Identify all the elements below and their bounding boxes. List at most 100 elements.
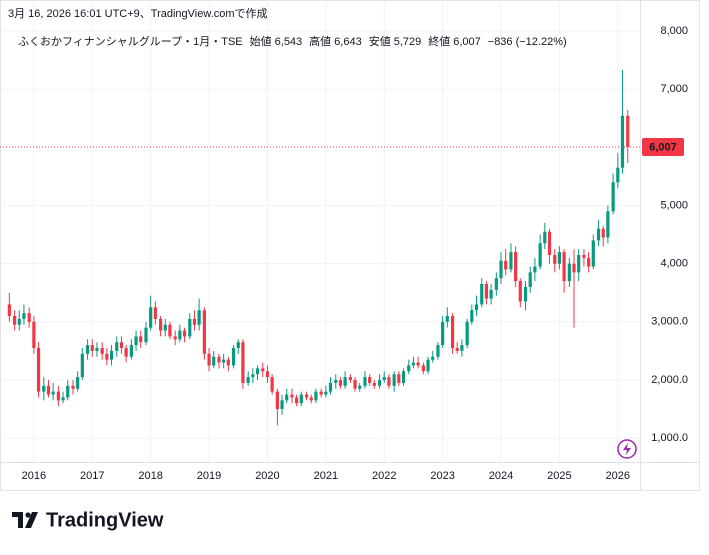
- candle-body: [587, 257, 591, 267]
- candle-body: [255, 368, 260, 375]
- ohlc-label: 始値: [250, 34, 272, 48]
- candle-body: [36, 348, 41, 392]
- candle-body: [567, 263, 571, 282]
- candle-body: [246, 377, 250, 383]
- candle-body: [17, 318, 21, 325]
- candle-body: [119, 342, 124, 349]
- candle-body: [217, 356, 221, 363]
- x-tick-label: 2022: [372, 470, 396, 482]
- candle-body: [207, 353, 211, 366]
- candle-body: [275, 391, 279, 410]
- x-tick-label: 2025: [547, 470, 571, 482]
- candle-body: [261, 368, 265, 372]
- candle-body: [416, 362, 420, 366]
- candle-body: [105, 353, 109, 360]
- candle-body: [338, 379, 343, 386]
- candle-body: [426, 359, 430, 372]
- candle-body: [562, 252, 566, 282]
- ohlc-label: 終値: [428, 34, 450, 48]
- candle-body: [601, 228, 605, 238]
- candle-body: [470, 310, 474, 322]
- caption: 3月 16, 2026 16:01 UTC+9、TradingView.comで…: [8, 7, 268, 20]
- candle-body: [46, 385, 51, 395]
- brand: TradingView: [46, 509, 164, 531]
- candle-body: [547, 231, 552, 255]
- candle-body: [27, 313, 31, 322]
- candle-body: [76, 377, 80, 389]
- candle-body: [61, 397, 65, 401]
- ohlc-label: 安値: [369, 34, 391, 48]
- x-tick-label: 2017: [80, 470, 104, 482]
- candle-body: [309, 397, 313, 401]
- candle-body: [401, 371, 406, 383]
- candle-body: [22, 313, 26, 319]
- candle-body: [222, 359, 226, 363]
- candle-body: [533, 266, 537, 273]
- candle-body: [450, 316, 455, 349]
- candle-body: [56, 391, 60, 401]
- candle-body: [280, 400, 284, 410]
- legend: ふくおかフィナンシャルグループ・1月・TSE 始値 6,543 高値 6,643 安値 5,…: [18, 34, 567, 48]
- candle-body: [129, 345, 133, 357]
- last-price-label: 6,007: [649, 141, 677, 153]
- candle-body: [90, 345, 94, 351]
- candle-body: [523, 286, 528, 302]
- candle-body: [188, 318, 192, 337]
- candle-body: [144, 327, 148, 343]
- grid: [0, 0, 640, 462]
- candle-body: [626, 115, 630, 147]
- candle-body: [445, 316, 449, 322]
- ohlc-value: 5,729: [394, 36, 422, 48]
- candle-body: [295, 397, 299, 404]
- ohlc-value: 6,007: [453, 36, 481, 48]
- candle-body: [158, 318, 163, 331]
- candle-body: [372, 382, 376, 386]
- candle-body: [241, 342, 245, 383]
- candle-body: [95, 348, 99, 351]
- candle-body: [616, 167, 620, 183]
- candle-body: [431, 356, 435, 360]
- candle-body: [480, 284, 484, 305]
- x-tick-label: 2023: [430, 470, 454, 482]
- y-tick-label: 5,000: [660, 199, 688, 211]
- candle-body: [538, 243, 542, 267]
- candle-body: [474, 304, 479, 311]
- candle-body: [407, 365, 411, 372]
- candle-body: [348, 377, 352, 380]
- candle-body: [528, 272, 532, 287]
- candle-body: [582, 254, 586, 258]
- frame: [0, 0, 700, 491]
- candle-body: [42, 385, 46, 392]
- candle-body: [304, 394, 309, 398]
- candle-body: [153, 307, 157, 319]
- candle-body: [543, 231, 547, 244]
- candle-body: [80, 353, 84, 378]
- candle-body: [489, 289, 493, 299]
- candle-body: [377, 379, 382, 386]
- last-price-badge: [642, 137, 684, 156]
- x-tick-label: 2016: [22, 470, 46, 482]
- candle-body: [411, 362, 416, 366]
- x-tick-label: 2021: [314, 470, 338, 482]
- candle-body: [328, 382, 333, 392]
- candle-body: [51, 391, 55, 395]
- x-tick-label: 2018: [138, 470, 162, 482]
- candle-body: [421, 365, 425, 372]
- candle-body: [353, 379, 357, 389]
- y-tick-label: 3,000.0: [651, 316, 688, 328]
- candle-body: [163, 324, 167, 331]
- candle-body: [460, 345, 464, 351]
- candle-body: [115, 342, 119, 351]
- candle-body: [265, 371, 270, 378]
- candle-body: [465, 321, 469, 346]
- candle-body: [596, 228, 601, 241]
- candle-body: [382, 377, 386, 380]
- candle-body: [392, 374, 396, 386]
- candle-body: [363, 377, 367, 386]
- candle-body: [12, 316, 17, 325]
- y-tick-label: 8,000: [660, 25, 688, 37]
- candle-body: [226, 359, 230, 366]
- candle-body: [71, 385, 75, 389]
- candle-body: [270, 377, 274, 392]
